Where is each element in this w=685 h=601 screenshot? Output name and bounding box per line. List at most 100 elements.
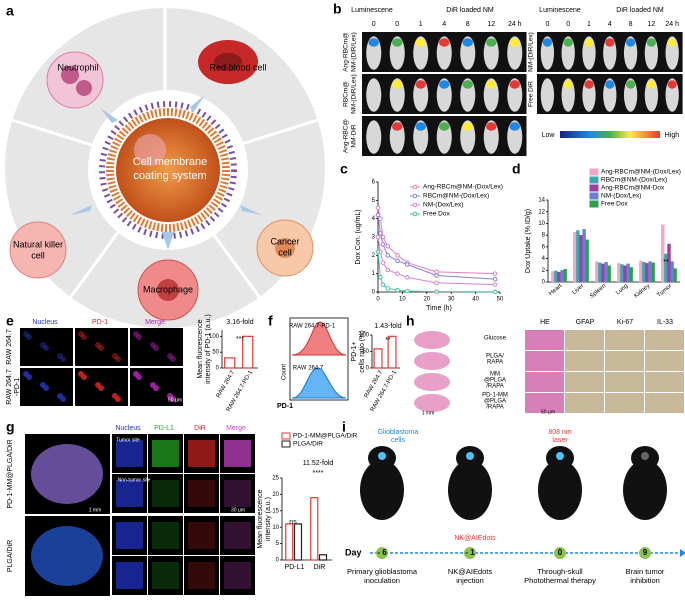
column-header: Ki-67 (617, 319, 633, 326)
zoom-signal (224, 480, 251, 507)
zoom-image (220, 474, 255, 513)
mouse-body (623, 460, 667, 520)
bar (629, 267, 633, 283)
scale-bar: 1 mm (422, 410, 435, 416)
signal (509, 122, 520, 131)
panel-letter: e (6, 313, 14, 329)
cell-dot (81, 374, 87, 380)
panel-letter: b (333, 1, 342, 17)
cell-dot (115, 396, 121, 402)
timeline-dot (639, 547, 651, 559)
signal (605, 80, 615, 89)
bar (595, 261, 599, 283)
point (404, 275, 410, 280)
cell-dot (136, 374, 142, 380)
cell-dot (60, 356, 66, 362)
annotation: cells (391, 437, 406, 444)
zoom-signal (116, 440, 143, 467)
time-label: 0 (395, 21, 399, 28)
day-label: - 6 (377, 548, 387, 557)
y-tick-label: 3 (372, 235, 376, 241)
y-tick-label: 0 (372, 290, 376, 296)
row-label: RAW 264.7 (6, 369, 13, 405)
legend-swatch (412, 184, 418, 190)
x-tick-label: 10 (399, 297, 406, 303)
cell-label: Red blood cell (209, 62, 266, 72)
row-label: @PLGA (484, 399, 506, 405)
row-label: PLGA/DiR (7, 540, 14, 572)
scale-bar: 1 mm (89, 507, 102, 513)
event-label: Primary glioblastoma (347, 567, 418, 576)
time-label: 1 (587, 21, 591, 28)
signal (646, 38, 656, 47)
row-label: RAPA (487, 360, 503, 366)
row-label: Ang-RBCm@ (343, 32, 350, 72)
column-header: PD-1 (92, 319, 108, 326)
signal (439, 38, 450, 47)
annotation: **** (313, 470, 324, 477)
bar (661, 224, 665, 283)
site-label: Non-tumor site (118, 477, 151, 483)
x-tick-label: 40 (472, 297, 479, 303)
legend-label: Ang-RBCm@NM-(Dox/Lex) (423, 184, 503, 191)
point (434, 273, 439, 278)
scale-label: High (665, 132, 680, 139)
annotation: 1.43-fold (374, 323, 401, 330)
panel-letter: d (512, 161, 521, 177)
legend-swatch (412, 193, 418, 199)
zoom-signal (188, 440, 215, 467)
ihc-stain (605, 351, 644, 371)
legend-label: RBCm@NM-(Dox/Lex) (601, 177, 667, 184)
tumor-site (556, 452, 564, 460)
panel-letter: c (340, 161, 348, 177)
timeline-label: Day (345, 547, 362, 557)
point (404, 288, 410, 294)
he-stain (525, 351, 564, 371)
series-line (377, 207, 496, 275)
signal (605, 38, 615, 47)
point (378, 216, 383, 221)
signal (439, 80, 450, 89)
ihc-stain (565, 330, 604, 350)
cell-label: Neutrophil (57, 62, 98, 72)
bar (623, 265, 627, 283)
signal (667, 80, 677, 89)
event-label: NK@AIEdots (448, 567, 493, 576)
point (434, 280, 439, 286)
x-tick-label: PD-L1 (285, 564, 305, 571)
bar (563, 268, 567, 283)
zoom-image (220, 516, 255, 555)
annotation: laser (552, 437, 568, 444)
column-header: DiR (194, 425, 206, 432)
bar (620, 264, 624, 283)
x-tick-label: 30 (448, 297, 455, 303)
point (395, 271, 400, 276)
point (492, 282, 498, 287)
x-tick-label: Kidney (633, 283, 651, 299)
ihc-stain (645, 351, 684, 371)
scale-bar: 50 μm (541, 409, 555, 415)
mouse-body (538, 460, 582, 520)
point (375, 212, 381, 218)
zoom-image (148, 556, 183, 595)
cell-dot (26, 374, 32, 380)
bar (626, 263, 630, 283)
signal (563, 80, 573, 89)
point (492, 271, 498, 276)
zoom-signal (224, 522, 251, 549)
bar (560, 270, 564, 283)
zoom-signal (152, 522, 179, 549)
panel-letter: g (6, 419, 15, 435)
time-label: 8 (629, 21, 633, 28)
zoom-signal (224, 440, 251, 467)
bar (601, 263, 605, 283)
zoom-image (184, 556, 219, 595)
y-tick-label: 10 (272, 525, 279, 531)
y-tick-label: 12 (538, 209, 545, 215)
y-tick-label: 4 (542, 256, 546, 262)
bar (617, 263, 621, 283)
cell-dot (98, 345, 104, 351)
x-tick-label: Tumor (656, 283, 673, 299)
row-label: Glucose (484, 336, 507, 342)
